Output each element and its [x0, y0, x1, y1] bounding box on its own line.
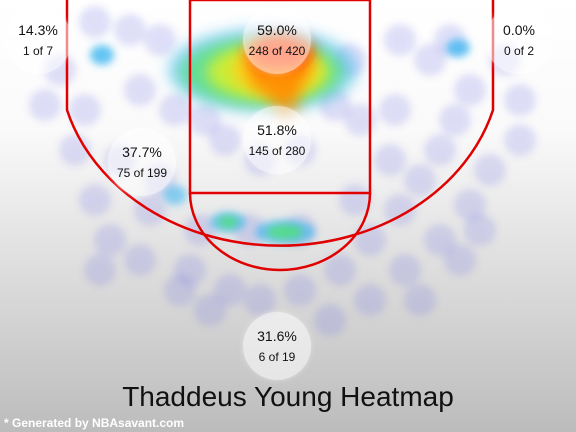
shot-blob	[454, 74, 486, 106]
zone-percent: 0.0%	[503, 22, 535, 38]
shot-blob	[404, 284, 436, 316]
zone-percent: 37.7%	[122, 144, 162, 160]
shot-blob	[384, 194, 416, 226]
zone-made-of-attempts: 75 of 199	[116, 166, 168, 180]
heat-ft-right-core	[267, 225, 303, 239]
shot-blob	[464, 214, 496, 246]
heat-spot-right	[446, 39, 470, 57]
shot-blob	[374, 144, 406, 176]
zone-above-break-three: 31.6% 6 of 19	[243, 312, 311, 380]
shot-blob	[284, 274, 316, 306]
shot-blob	[389, 254, 421, 286]
shot-blob	[164, 274, 196, 306]
shot-blob	[244, 284, 276, 316]
heat-ft-left-core	[218, 216, 238, 228]
shot-blob	[159, 94, 191, 126]
zone-restricted-area: 59.0% 248 of 420	[243, 6, 311, 74]
shot-blob	[324, 254, 356, 286]
free-throw-circle	[188, 192, 372, 272]
shot-blob	[79, 6, 111, 38]
shot-blob	[344, 104, 376, 136]
heat-spot-wing	[163, 185, 187, 205]
shot-blob	[59, 134, 91, 166]
zone-made-of-attempts: 248 of 420	[248, 44, 306, 58]
zone-made-of-attempts: 145 of 280	[248, 144, 306, 158]
shot-blob	[189, 104, 221, 136]
zone-made-of-attempts: 1 of 7	[22, 44, 54, 58]
shot-blob	[114, 14, 146, 46]
paint-box	[188, 0, 372, 195]
shot-blob	[214, 274, 246, 306]
shot-blob	[404, 164, 436, 196]
shot-blob	[454, 189, 486, 221]
shot-blob	[354, 284, 386, 316]
shot-blob	[384, 24, 416, 56]
shot-blob	[124, 244, 156, 276]
shot-blob	[124, 74, 156, 106]
shot-blob	[69, 94, 101, 126]
shot-blob	[314, 304, 346, 336]
zone-percent: 59.0%	[257, 22, 297, 38]
generated-by-credit: * Generated by NBAsavant.com	[4, 416, 185, 430]
low-frequency-shot-blobs	[29, 6, 536, 336]
zone-percent: 31.6%	[257, 328, 297, 344]
shot-blob	[209, 124, 241, 156]
zone-left-wing-midrange: 37.7% 75 of 199	[108, 128, 176, 196]
shot-blob	[504, 124, 536, 156]
shot-blob	[79, 184, 111, 216]
shot-blob	[504, 84, 536, 116]
zone-percent: 14.3%	[18, 22, 58, 38]
shot-blob	[444, 244, 476, 276]
zone-made-of-attempts: 6 of 19	[258, 350, 296, 364]
shot-blob	[144, 24, 176, 56]
chart-title: Thaddeus Young Heatmap	[122, 381, 454, 412]
shot-blob	[194, 294, 226, 326]
zone-made-of-attempts: 0 of 2	[503, 44, 535, 58]
court-lines	[65, 0, 495, 272]
shot-blob	[424, 224, 456, 256]
shot-blob	[379, 94, 411, 126]
zone-percent: 51.8%	[257, 122, 297, 138]
shot-blob	[94, 224, 126, 256]
shot-blob	[414, 44, 446, 76]
zone-left-corner-three: 14.3% 1 of 7	[4, 6, 72, 74]
shot-blob	[474, 154, 506, 186]
shot-blob	[84, 254, 116, 286]
shot-blob	[439, 104, 471, 136]
shot-blob	[29, 89, 61, 121]
zone-right-corner-three: 0.0% 0 of 2	[485, 6, 553, 74]
zone-paint-non-ra: 51.8% 145 of 280	[243, 106, 311, 174]
shot-blob	[424, 134, 456, 166]
heat-spot-left	[90, 45, 114, 65]
three-point-line	[65, 0, 495, 247]
